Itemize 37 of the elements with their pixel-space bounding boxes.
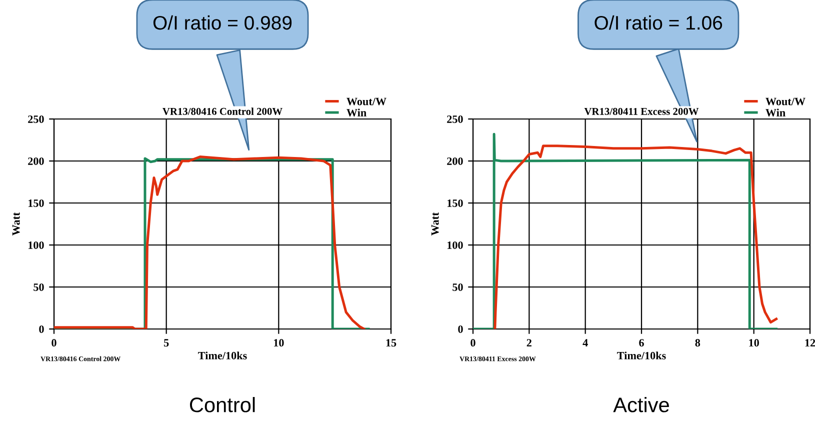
y-tick-label: 0 [458,325,463,333]
y-tick-label: 100 [28,241,44,249]
legend-label: Wout/W [766,98,806,106]
x-tick-label: 5 [164,339,169,347]
x-tick-label: 0 [52,339,56,347]
chart-title: VR13/80416 Control 200W [162,108,282,115]
x-axis-title: Time/10ks [617,352,666,360]
y-tick-label: 150 [448,199,463,207]
x-tick-label: 15 [386,339,396,347]
y-tick-label: 100 [448,241,463,249]
y-tick-label: 200 [28,157,44,165]
y-axis-title: Watt [12,212,20,236]
chart-title: VR13/80411 Excess 200W [584,108,699,115]
legend-label: Win [766,108,786,117]
y-tick-label: 250 [28,115,44,123]
y-tick-label: 250 [447,115,463,123]
annotation: O/I ratio = 1.06 [594,15,722,30]
x-tick-label: 10 [274,339,284,347]
y-tick-label: 150 [28,199,44,207]
legend-label: Win [346,108,366,117]
y-tick-label: 0 [39,325,44,333]
x-tick-label: 8 [695,339,700,347]
x-tick-label: 10 [749,339,759,347]
annotation: O/I ratio = 0.989 [153,15,292,30]
x-axis-title: Time/10ks [198,352,247,360]
legend-label: Wout/W [346,98,386,106]
text: Active [613,396,669,412]
y-tick-label: 50 [452,283,463,291]
y-tick-label: 50 [34,283,44,291]
y-tick-label: 200 [447,157,463,165]
x-tick-label: 6 [639,339,644,347]
x-tick-label: 2 [526,339,532,346]
x-tick-label: 12 [805,339,815,346]
x-tick-label: 4 [582,339,588,346]
text: Control [190,396,255,412]
y-axis-title: Watt [431,212,439,236]
x-tick-label: 0 [470,339,476,347]
